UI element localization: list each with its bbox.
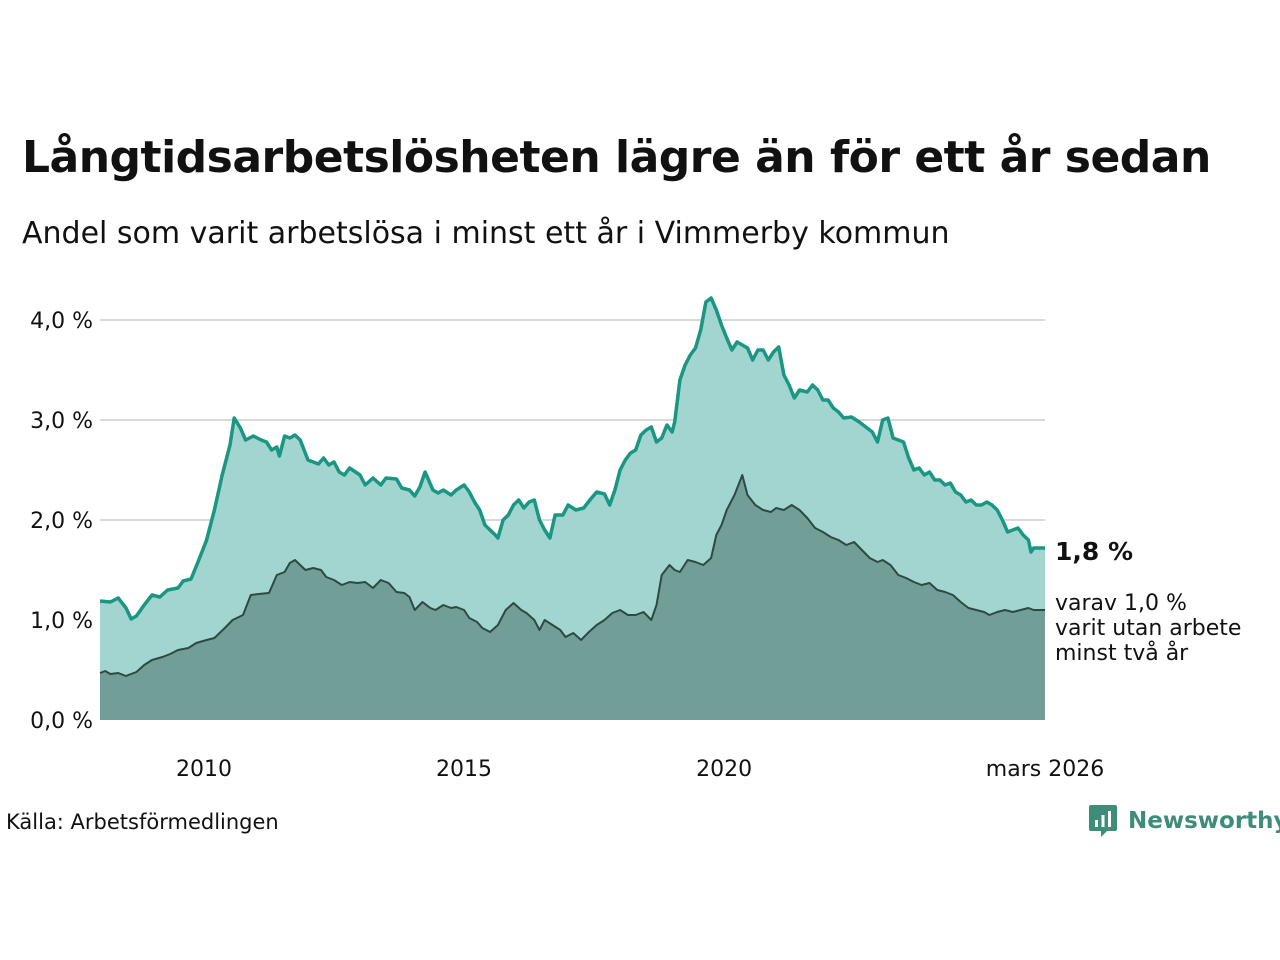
line-layer [99, 296, 1045, 677]
newsworthy-logo: Newsworthy [1088, 803, 1280, 839]
series2-end-label-line-1: varav 1,0 % [1055, 591, 1187, 616]
y-tick-label-0: 0,0 % [30, 709, 93, 734]
series-line-2 [99, 474, 1045, 677]
brand-name: Newsworthy [1128, 808, 1280, 834]
y-tick-label-3: 3,0 % [30, 409, 93, 434]
y-axis: 0,0 % 1,0 % 2,0 % 3,0 % 4,0 % [30, 309, 93, 734]
chart-title: Långtidsarbetslösheten lägre än för ett … [22, 132, 1211, 183]
series-area-2 [100, 475, 1045, 720]
series-line-1 [99, 296, 1045, 621]
y-tick-label-2: 2,0 % [30, 509, 93, 534]
newsworthy-icon [1089, 805, 1117, 837]
y-tick-label-4: 4,0 % [30, 309, 93, 334]
series2-end-label-line-3: minst två år [1055, 640, 1189, 666]
chart-subtitle: Andel som varit arbetslösa i minst ett å… [22, 216, 950, 251]
area-chart: 0,0 % 1,0 % 2,0 % 3,0 % 4,0 % 2010 2015 2020 ma… [30, 296, 1241, 782]
x-tick-label-2: 2020 [696, 757, 752, 782]
x-tick-label-0: 2010 [176, 757, 232, 782]
series1-end-label: 1,8 % [1055, 537, 1133, 566]
source-note: Källa: Arbetsförmedlingen [6, 810, 279, 834]
series2-end-label-line-2: varit utan arbete [1055, 616, 1241, 641]
y-tick-label-1: 1,0 % [30, 609, 93, 634]
x-tick-label-3: mars 2026 [986, 757, 1104, 782]
x-tick-label-1: 2015 [436, 757, 492, 782]
x-axis: 2010 2015 2020 mars 2026 [176, 757, 1104, 782]
